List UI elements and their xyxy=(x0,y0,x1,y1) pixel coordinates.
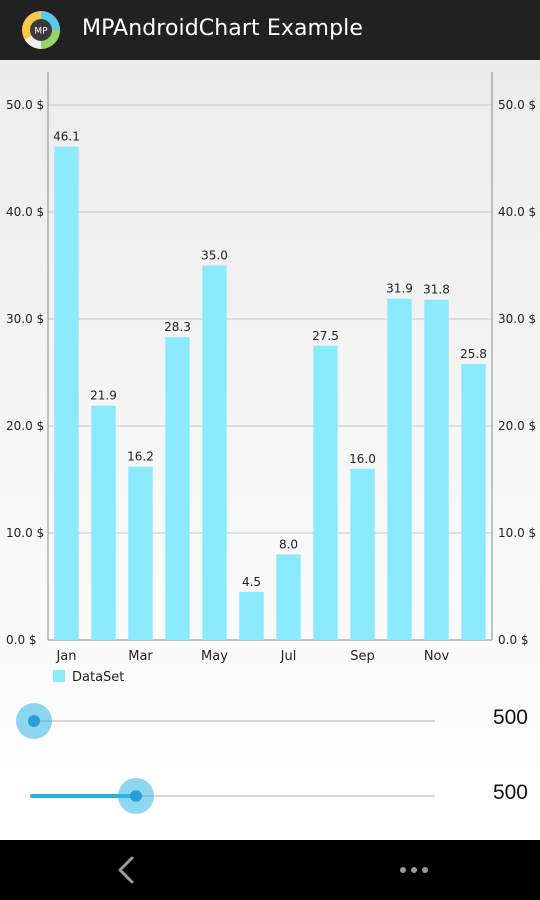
y-tick-label-left: 50.0 $ xyxy=(6,98,44,112)
seekbar-progress xyxy=(30,794,137,798)
app-icon-text: MP xyxy=(34,27,48,37)
bar-value-label: 28.3 xyxy=(164,320,191,334)
x-tick-label: May xyxy=(201,649,228,664)
y-tick-label-right: 40.0 $ xyxy=(498,205,536,219)
seekbar-track[interactable] xyxy=(30,795,435,797)
bar-aug[interactable] xyxy=(313,345,338,640)
y-tick-label-left: 10.0 $ xyxy=(6,526,44,540)
y-tick-label-left: 40.0 $ xyxy=(6,205,44,219)
bar-sep[interactable] xyxy=(350,468,375,640)
x-tick-label: Mar xyxy=(128,649,153,664)
bar-dec[interactable] xyxy=(461,363,486,640)
bar-value-label: 25.8 xyxy=(460,347,487,361)
bar-feb[interactable] xyxy=(91,405,116,640)
y-tick-label-right: 0.0 $ xyxy=(498,633,529,647)
y-tick-label-left: 30.0 $ xyxy=(6,312,44,326)
overflow-dots-icon[interactable] xyxy=(396,852,432,888)
bar-value-label: 16.2 xyxy=(127,450,154,464)
bar-oct[interactable] xyxy=(387,298,412,640)
y-tick-label-right: 10.0 $ xyxy=(498,526,536,540)
x-tick-label: Sep xyxy=(350,649,375,664)
action-bar: MP MPAndroidChart Example xyxy=(0,0,540,60)
legend-swatch xyxy=(53,670,65,682)
x-tick-label: Jan xyxy=(55,649,76,664)
navigation-bar xyxy=(0,840,540,900)
bar-value-label: 4.5 xyxy=(242,575,261,589)
x-tick-label: Jul xyxy=(280,649,297,664)
bar-jan[interactable] xyxy=(54,146,79,640)
bar-nov[interactable] xyxy=(424,299,449,640)
chart-content: 0.0 $ 0.0 $ 10.0 $ 10.0 $ 20.0 $ 20.0 $ 30.0 $… xyxy=(0,60,540,840)
y-tick-label-left: 0.0 $ xyxy=(6,633,37,647)
y-tick-label-right: 20.0 $ xyxy=(498,419,536,433)
seekbar-track[interactable] xyxy=(30,720,435,722)
bar-jun[interactable] xyxy=(239,591,264,640)
bar-value-label: 35.0 xyxy=(201,249,228,263)
mp-logo-icon[interactable]: MP xyxy=(20,9,62,51)
bar-value-label: 27.5 xyxy=(312,329,339,343)
y-tick-label-right: 50.0 $ xyxy=(498,98,536,112)
bar-value-label: 31.8 xyxy=(423,283,450,297)
bar-value-label: 31.9 xyxy=(386,282,413,296)
bar-layer xyxy=(54,146,486,641)
legend: DataSet xyxy=(53,670,124,685)
bar-value-label: 46.1 xyxy=(53,130,80,144)
bar-value-label: 21.9 xyxy=(90,389,117,403)
bar-jul[interactable] xyxy=(276,554,301,640)
y-tick-label-right: 30.0 $ xyxy=(498,312,536,326)
back-chevron-icon[interactable] xyxy=(110,852,146,888)
seekbar-thumb-dot[interactable] xyxy=(28,715,40,727)
axis-layer: 0.0 $ 0.0 $ 10.0 $ 10.0 $ 20.0 $ 20.0 $ 30.0 $… xyxy=(6,72,536,664)
app-title: MPAndroidChart Example xyxy=(82,16,363,41)
y-tick-label-left: 20.0 $ xyxy=(6,419,44,433)
seekbar-y[interactable]: 500 xyxy=(0,771,540,821)
seekbar-value-label: 500 xyxy=(492,781,528,804)
seekbar-thumb-dot[interactable] xyxy=(130,790,143,802)
bar-may[interactable] xyxy=(202,265,227,641)
label-layer: 46.1 21.9 16.2 28.3 35.0 4.5 8.0 27.5 16.0 31.9 31… xyxy=(53,130,487,589)
seekbar-x[interactable]: 500 xyxy=(0,696,540,746)
bar-mar[interactable] xyxy=(128,466,153,640)
bar-value-label: 8.0 xyxy=(279,537,298,551)
bar-chart[interactable]: 0.0 $ 0.0 $ 10.0 $ 10.0 $ 20.0 $ 20.0 $ 30.0 $… xyxy=(0,60,540,700)
bar-apr[interactable] xyxy=(165,337,190,640)
x-tick-label: Nov xyxy=(424,649,450,664)
seekbar-value-label: 500 xyxy=(492,706,528,729)
bar-value-label: 16.0 xyxy=(349,452,376,466)
legend-label: DataSet xyxy=(72,670,124,685)
